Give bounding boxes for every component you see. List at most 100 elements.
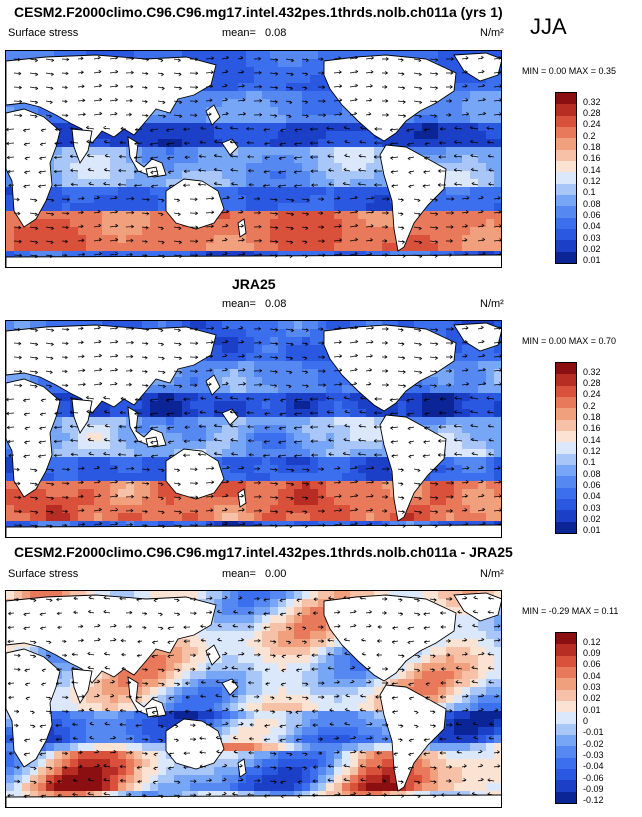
field-cell xyxy=(30,267,39,268)
stress-arrow xyxy=(477,479,484,484)
field-cell xyxy=(222,631,231,640)
field-cell xyxy=(262,211,271,220)
stress-arrow xyxy=(358,154,367,158)
field-cell xyxy=(206,163,215,172)
field-cell xyxy=(254,115,263,124)
field-cell xyxy=(366,147,375,156)
stress-arrow xyxy=(133,155,143,160)
field-cell xyxy=(270,203,279,212)
field-cell xyxy=(246,623,255,632)
field-cell xyxy=(230,99,239,108)
stress-arrow xyxy=(29,328,38,333)
field-cell xyxy=(462,631,471,640)
field-cell xyxy=(382,497,391,506)
field-cell xyxy=(318,537,327,538)
stress-arrow xyxy=(429,370,438,374)
field-cell xyxy=(446,537,455,538)
field-cell xyxy=(86,219,95,228)
field-cell xyxy=(478,99,487,108)
field-cell xyxy=(30,227,39,236)
field-cell xyxy=(358,163,367,172)
field-cell xyxy=(62,155,71,164)
stress-arrow xyxy=(279,142,287,147)
field-cell xyxy=(70,203,79,212)
field-cell xyxy=(238,607,247,616)
field-cell xyxy=(382,409,391,418)
stress-arrow xyxy=(237,111,246,116)
field-cell xyxy=(318,345,327,354)
field-cell xyxy=(262,337,271,346)
field-cell xyxy=(454,473,463,482)
field-cell xyxy=(46,195,55,204)
stress-arrow xyxy=(87,437,95,442)
field-cell xyxy=(270,385,279,394)
field-cell xyxy=(166,123,175,132)
stress-arrow xyxy=(221,339,229,344)
stress-arrow xyxy=(205,70,214,74)
stress-arrow xyxy=(349,195,358,200)
field-cell xyxy=(366,51,375,60)
field-cell xyxy=(478,187,487,196)
field-cell xyxy=(262,607,271,616)
stress-arrow xyxy=(461,224,468,228)
field-cell xyxy=(302,211,311,220)
field-cell xyxy=(230,187,239,196)
field-cell xyxy=(78,537,87,538)
field-cell xyxy=(46,115,55,124)
field-cell xyxy=(150,155,159,164)
field-cell xyxy=(22,51,31,60)
field-cell xyxy=(190,425,199,434)
field-cell xyxy=(54,481,63,490)
field-cell xyxy=(342,235,351,244)
stress-arrow xyxy=(221,465,230,470)
field-cell xyxy=(326,537,335,538)
field-cell xyxy=(262,131,271,140)
field-cell xyxy=(78,243,87,252)
field-cell xyxy=(470,401,479,410)
field-cell xyxy=(350,489,359,498)
field-cell xyxy=(214,123,223,132)
field-cell xyxy=(270,171,279,180)
field-cell xyxy=(118,251,127,260)
stress-arrow xyxy=(493,382,501,386)
stress-arrow xyxy=(429,510,439,514)
field-cell xyxy=(198,321,207,330)
stress-arrow xyxy=(301,100,308,104)
field-cell xyxy=(70,457,79,466)
field-cell xyxy=(174,115,183,124)
field-cell xyxy=(198,107,207,116)
field-cell xyxy=(198,369,207,378)
field-cell xyxy=(126,441,135,450)
field-cell xyxy=(294,401,303,410)
stress-arrow xyxy=(487,154,495,158)
stress-arrow xyxy=(93,209,101,214)
field-cell xyxy=(278,329,287,338)
field-cell xyxy=(86,417,95,426)
stress-arrow xyxy=(445,509,453,513)
field-cell xyxy=(262,521,271,530)
field-cell xyxy=(454,497,463,506)
field-cell xyxy=(422,489,431,498)
field-cell xyxy=(342,147,351,156)
field-cell xyxy=(198,425,207,434)
stress-arrow xyxy=(13,71,22,76)
field-cell xyxy=(254,513,263,522)
field-cell xyxy=(454,353,463,362)
field-cell xyxy=(254,179,263,188)
stress-arrow xyxy=(365,522,373,526)
field-cell xyxy=(150,211,159,220)
field-cell xyxy=(302,131,311,140)
stress-arrow xyxy=(189,509,199,514)
field-cell xyxy=(142,321,151,330)
field-cell xyxy=(182,99,191,108)
stress-arrow xyxy=(477,521,486,526)
stress-arrow xyxy=(461,326,469,330)
colorbar-segment xyxy=(556,408,576,420)
field-cell xyxy=(206,639,215,648)
stress-arrow xyxy=(413,240,423,245)
colorbar-segment xyxy=(556,93,576,105)
field-cell xyxy=(190,163,199,172)
field-cell xyxy=(246,267,255,268)
field-cell xyxy=(470,227,479,236)
field-cell xyxy=(470,361,479,370)
